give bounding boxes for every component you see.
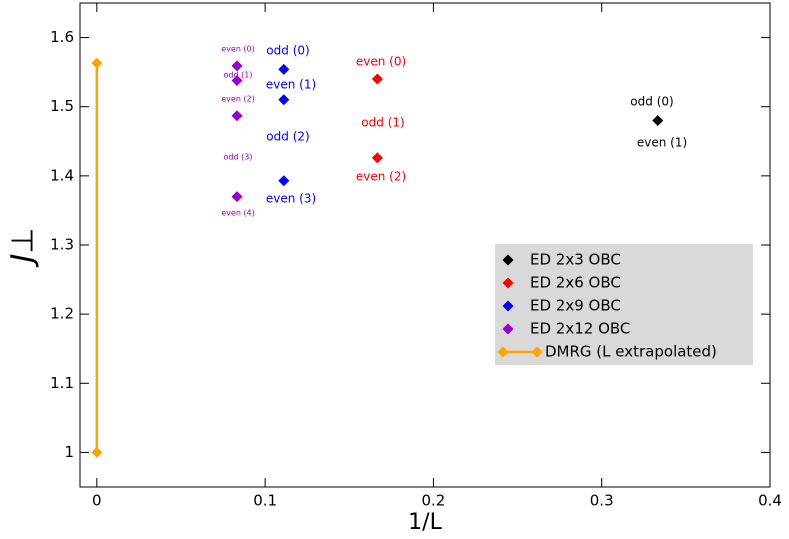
point	[371, 73, 383, 85]
annotation: odd (2)	[266, 130, 309, 144]
annotation: even (4)	[221, 209, 255, 218]
point	[652, 115, 664, 127]
annotation: odd (1)	[224, 71, 253, 80]
legend-label: ED 2x9 OBC	[530, 297, 621, 315]
legend-box	[495, 244, 753, 365]
point	[91, 446, 103, 458]
annotation: even (1)	[637, 136, 687, 150]
point	[91, 57, 103, 69]
x-tick-label: 0.3	[590, 492, 614, 510]
x-tick-label: 0.2	[421, 492, 445, 510]
legend-marker	[531, 346, 543, 358]
y-tick-label: 1.2	[50, 305, 74, 323]
annotation: even (2)	[221, 95, 255, 104]
y-tick-label: 1.3	[50, 236, 74, 254]
annotation: odd (1)	[361, 116, 404, 130]
point	[278, 94, 290, 106]
y-tick-label: 1.4	[50, 166, 74, 184]
annotation: even (1)	[266, 78, 316, 92]
annotation: odd (0)	[630, 95, 673, 109]
annotation: even (2)	[356, 170, 406, 184]
annotation: odd (0)	[266, 44, 309, 58]
point	[231, 110, 243, 122]
legend-marker	[502, 254, 514, 266]
point	[278, 63, 290, 75]
y-tick-label: 1.1	[50, 374, 74, 392]
annotation: even (0)	[221, 45, 255, 54]
x-tick-label: 0.4	[758, 492, 782, 510]
legend-marker	[502, 300, 514, 312]
annotation: even (3)	[266, 192, 316, 206]
annotation: odd (3)	[224, 153, 253, 162]
legend-label: ED 2x3 OBC	[530, 251, 621, 269]
point	[231, 60, 243, 72]
point	[231, 74, 243, 86]
y-tick-label: 1.6	[50, 28, 74, 46]
annotation: even (0)	[356, 55, 406, 69]
y-tick-label: 1.5	[50, 97, 74, 115]
legend-label: ED 2x6 OBC	[530, 274, 621, 292]
legend-label: ED 2x12 OBC	[530, 320, 630, 338]
legend-marker	[497, 346, 509, 358]
x-axis-label: 1/L	[408, 510, 442, 535]
x-tick-label: 0.1	[253, 492, 277, 510]
legend-label: DMRG (L extrapolated)	[545, 343, 717, 361]
y-axis-label: J⊥	[6, 228, 41, 268]
legend-marker	[502, 323, 514, 335]
point	[278, 175, 290, 187]
point	[371, 152, 383, 164]
point	[231, 191, 243, 203]
legend-marker	[502, 277, 514, 289]
x-tick-label: 0	[92, 492, 102, 510]
y-tick-label: 1	[64, 443, 74, 461]
